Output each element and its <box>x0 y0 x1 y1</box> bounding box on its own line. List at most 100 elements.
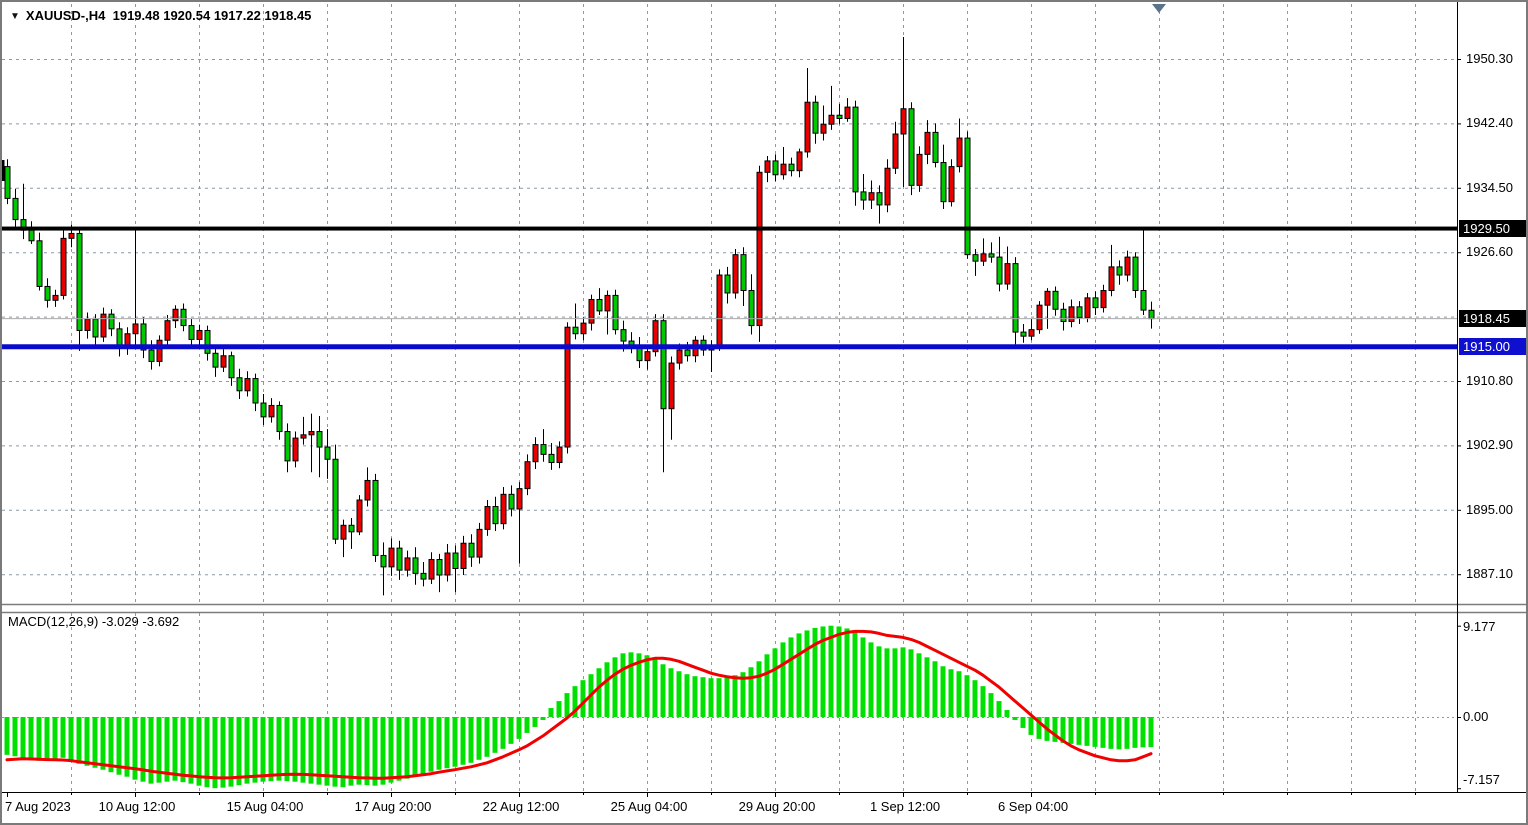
macd-histogram-bar <box>684 674 690 717</box>
macd-histogram-bar <box>564 693 570 717</box>
candle-bullish <box>292 437 299 462</box>
macd-histogram-bar <box>364 717 370 786</box>
candle-bearish <box>572 326 579 335</box>
macd-histogram-bar <box>212 717 218 789</box>
candle-bearish <box>468 542 475 558</box>
candle-bearish <box>28 229 35 242</box>
macd-histogram-bar <box>244 717 250 784</box>
candle-bearish <box>228 355 235 379</box>
candle-bearish <box>860 191 867 201</box>
macd-histogram-bar <box>532 717 538 727</box>
macd-histogram-bar <box>892 648 898 717</box>
macd-histogram-bar <box>756 661 762 717</box>
candle-bearish <box>148 349 155 362</box>
macd-histogram-bar <box>612 657 618 717</box>
macd-histogram-bar <box>4 717 10 755</box>
macd-histogram-bar <box>428 717 434 772</box>
time-axis-label: 25 Aug 04:00 <box>610 799 688 814</box>
macd-histogram-bar <box>876 646 882 717</box>
macd-histogram-bar <box>92 717 98 768</box>
macd-histogram-bar <box>508 717 514 744</box>
candle-bullish <box>804 101 811 153</box>
macd-histogram-bar <box>180 717 186 783</box>
candle-bearish <box>612 294 619 331</box>
candle-bearish <box>940 162 947 203</box>
macd-histogram-bar <box>124 717 130 777</box>
macd-histogram-bar <box>932 661 938 717</box>
candle-bullish <box>1028 329 1035 337</box>
macd-histogram-bar <box>732 675 738 717</box>
macd-histogram-bar <box>348 717 354 786</box>
macd-histogram-bar <box>788 637 794 717</box>
macd-histogram-bar <box>916 653 922 717</box>
candle-bullish <box>580 322 587 335</box>
candle-bullish <box>956 137 963 168</box>
scroll-position-marker[interactable] <box>1152 4 1166 13</box>
macd-histogram-bar <box>396 717 402 781</box>
candle-bullish <box>484 506 491 530</box>
candle-bearish <box>540 444 547 455</box>
resistance-line-1929[interactable] <box>2 226 1457 231</box>
macd-histogram-bar <box>188 717 194 784</box>
macd-histogram-bar <box>388 717 394 783</box>
candle-bullish <box>604 294 611 312</box>
macd-histogram-bar <box>1004 710 1010 717</box>
macd-histogram-bar <box>372 717 378 786</box>
candle-bearish <box>620 329 627 342</box>
macd-histogram-bar <box>548 708 554 717</box>
macd-histogram-bar <box>604 662 610 717</box>
candle-bullish <box>300 434 307 439</box>
chart-title: ▼ XAUUSD-,H4 1919.48 1920.54 1917.22 1918… <box>10 8 311 23</box>
candle-bullish <box>1004 263 1011 285</box>
pane-separator[interactable] <box>2 604 1528 613</box>
macd-histogram-bar <box>628 652 634 717</box>
candle-bearish <box>492 506 499 525</box>
candle-bearish <box>332 458 339 540</box>
candle-bullish <box>444 552 451 576</box>
macd-histogram-bar <box>1116 717 1122 750</box>
candle-bearish <box>412 557 419 574</box>
candle-bullish <box>756 171 763 327</box>
candle-bearish <box>1092 297 1099 309</box>
candle-bearish <box>932 131 939 164</box>
candle-bearish <box>1020 331 1027 337</box>
macd-histogram-bar <box>1036 717 1042 739</box>
candle-bullish <box>780 163 787 176</box>
macd-histogram-bar <box>900 647 906 717</box>
collapse-arrow-icon[interactable]: ▼ <box>10 11 20 22</box>
macd-histogram-bar <box>300 717 306 783</box>
candle-bearish <box>596 298 603 312</box>
macd-histogram-bar <box>572 686 578 717</box>
candle-bullish <box>668 362 675 410</box>
macd-histogram-bar <box>1100 717 1106 748</box>
macd-histogram-bar <box>260 717 266 782</box>
candle-bullish <box>884 167 891 206</box>
macd-histogram-bar <box>796 633 802 717</box>
candle-bullish <box>652 320 659 353</box>
price-badge-1915-00: 1915.00 <box>1459 338 1526 356</box>
candle-bullish <box>1036 304 1043 331</box>
price-axis-label: 1887.10 <box>1466 566 1513 582</box>
macd-histogram-bar <box>500 717 506 749</box>
macd-histogram-bar <box>332 717 338 787</box>
candle-bullish <box>588 298 595 324</box>
macd-histogram-bar <box>68 717 74 760</box>
candle-bullish <box>68 232 75 239</box>
macd-histogram-bar <box>972 680 978 717</box>
candle-bullish <box>820 123 827 134</box>
macd-histogram-bar <box>836 626 842 717</box>
macd-histogram-bar <box>108 717 114 773</box>
candle-bullish <box>828 114 835 125</box>
candle-bullish <box>796 151 803 172</box>
current-price-line <box>2 318 1457 320</box>
candle-bullish <box>388 547 395 568</box>
macd-histogram-bar <box>220 717 226 788</box>
candle-bearish <box>36 240 43 287</box>
price-badge-1918-45: 1918.45 <box>1459 310 1526 328</box>
macd-histogram-bar <box>60 717 66 758</box>
macd-histogram-bar <box>44 717 50 760</box>
support-line-1915[interactable] <box>2 344 1457 350</box>
macd-histogram-bar <box>268 717 274 782</box>
